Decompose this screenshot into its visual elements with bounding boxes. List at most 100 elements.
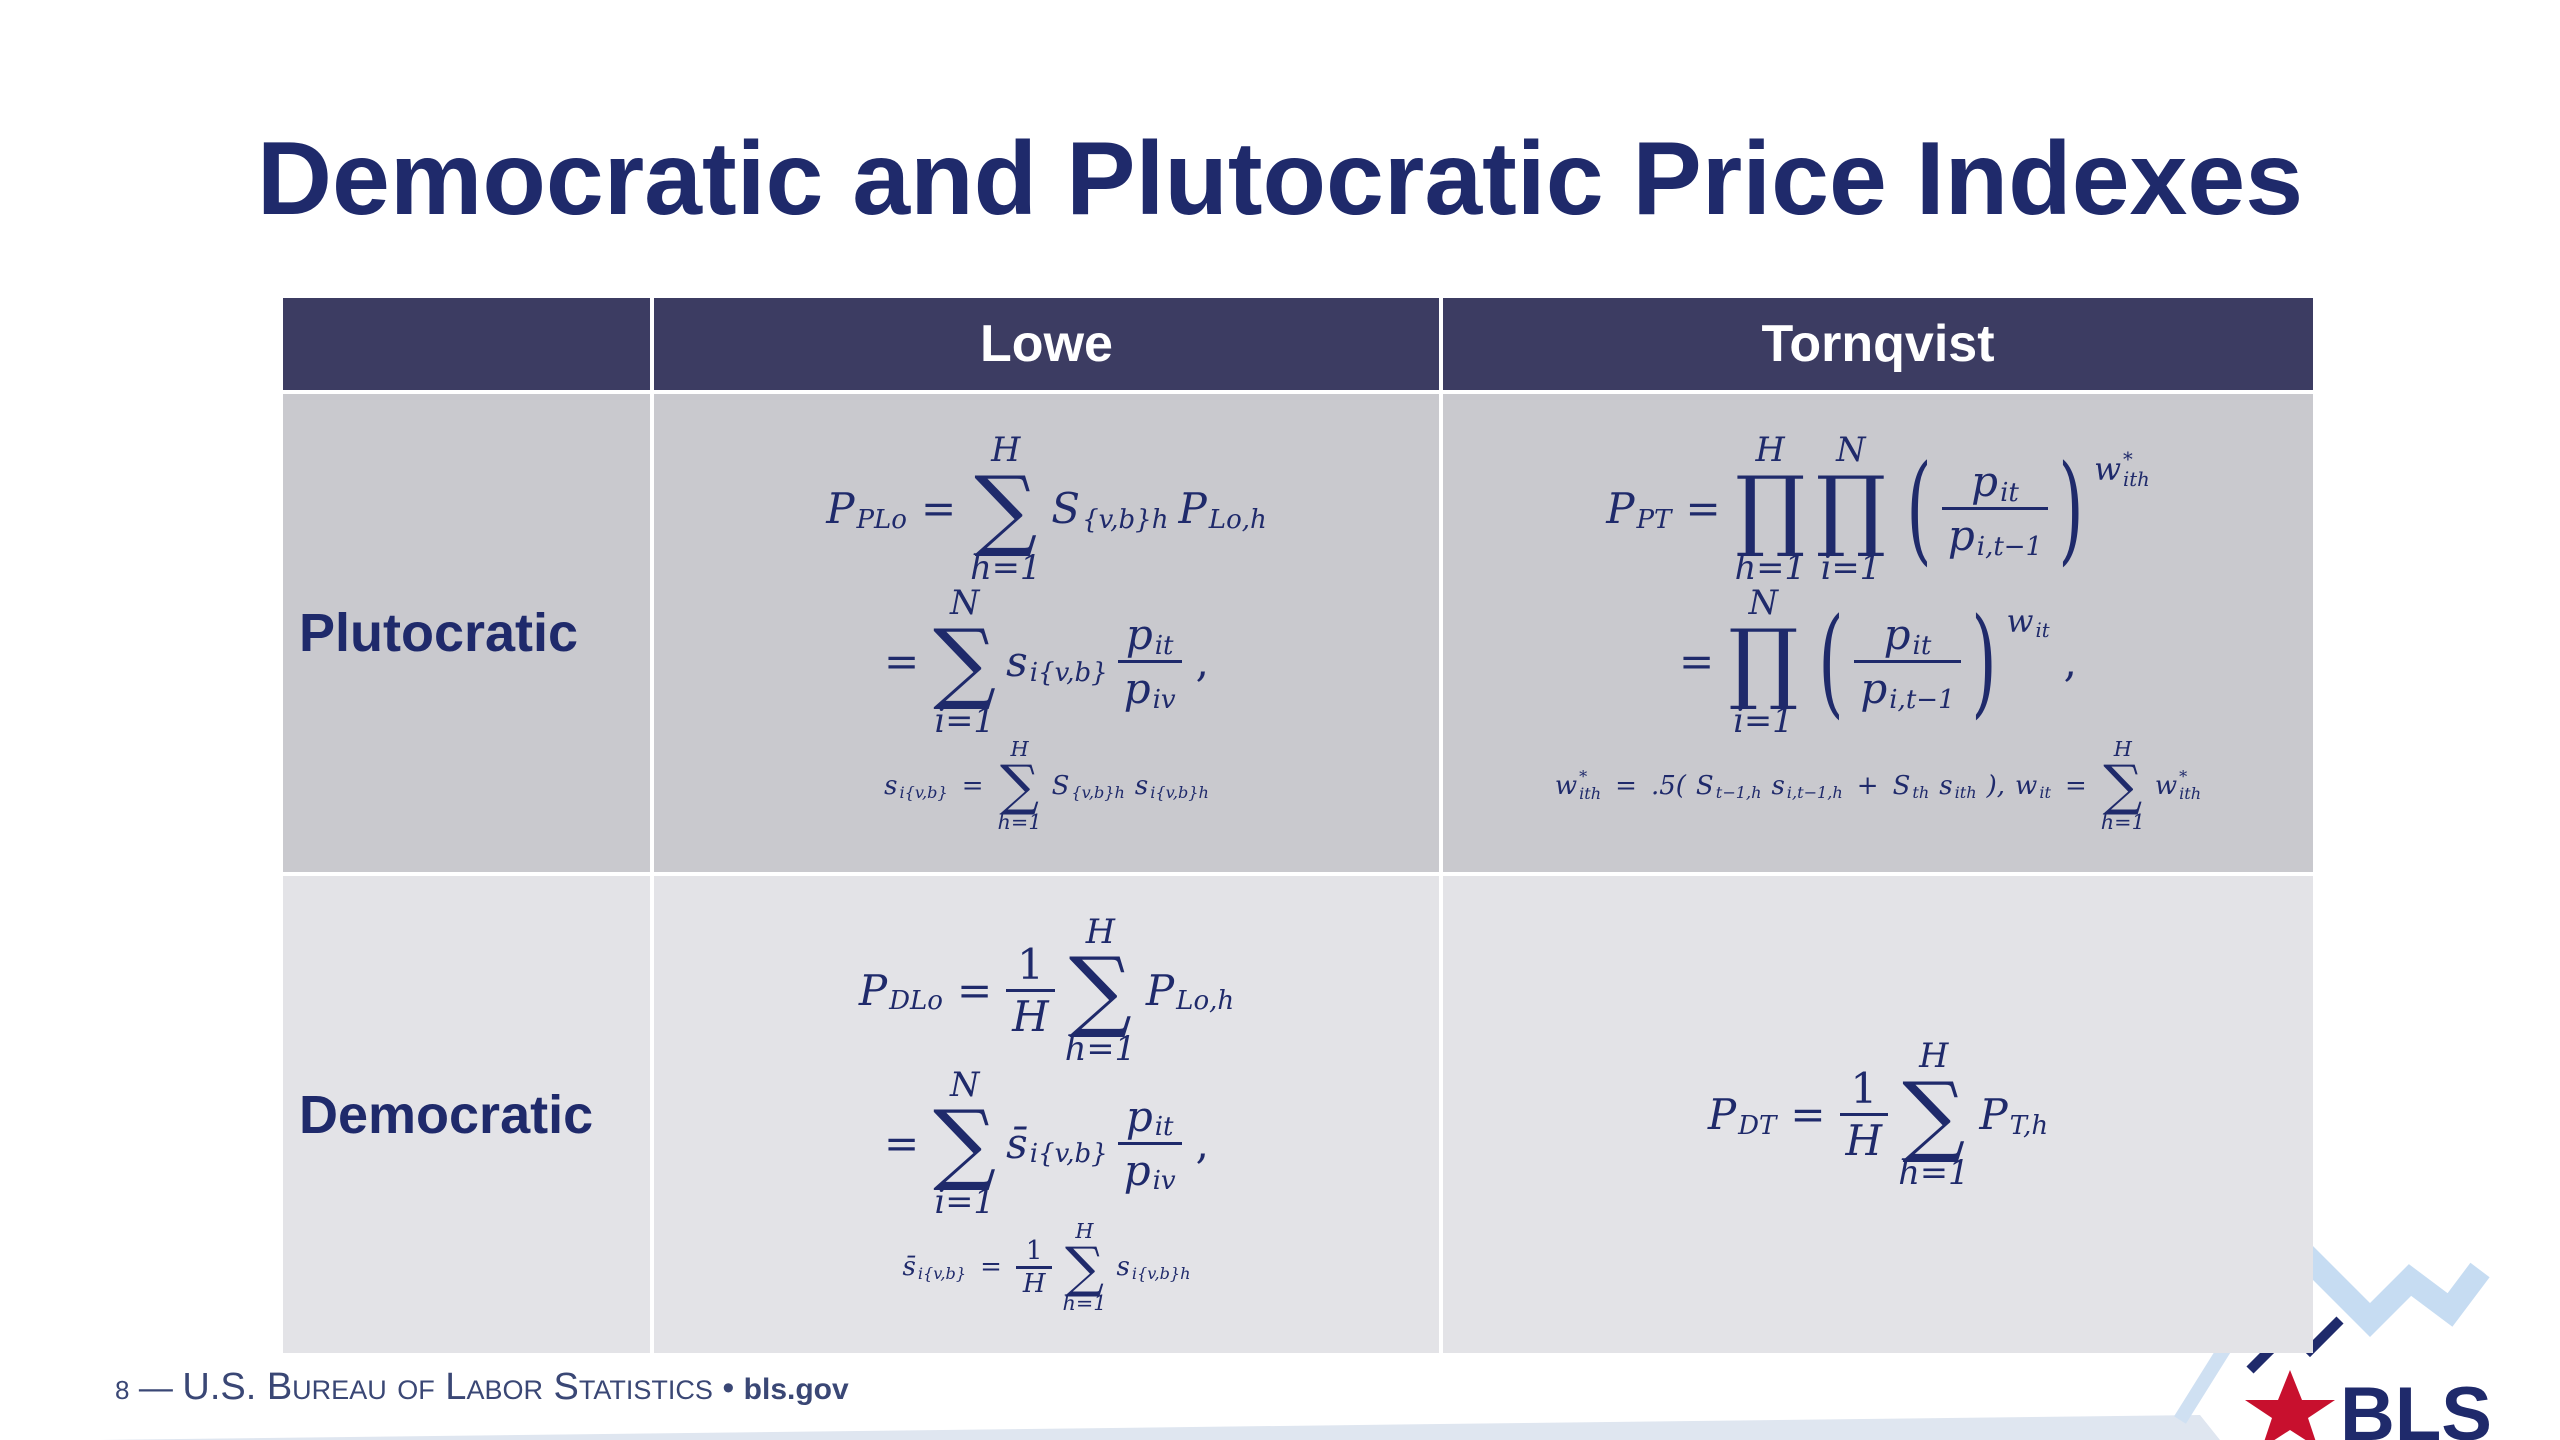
symbol-base: w (2006, 603, 2034, 640)
scripts: i{v,b} (1030, 659, 1108, 687)
subscript: ith (2179, 783, 2202, 803)
math-symbol: p it (1884, 609, 1932, 660)
formula-line: = N ∑ i=1 s̄ i{v,b} p it p iv, (880, 1068, 1213, 1219)
subscript: t−1,h (1715, 782, 1762, 802)
subscript: Lo,h (1208, 504, 1267, 535)
operator: 1 (1025, 1235, 1043, 1266)
operator: = (1615, 770, 1637, 801)
math-symbol: P PLo (826, 483, 907, 534)
symbol-base: s (884, 770, 898, 801)
symbol-base: p (1883, 610, 1911, 660)
table: Lowe Tornqvist Plutocratic P PLo = H ∑ h=1 S {v,b}… (283, 298, 2313, 1353)
operator: + (1856, 770, 1879, 801)
symbol-base: P (858, 965, 888, 1015)
footer: 8 — U.S. Bureau of Labor Statistics • bl… (115, 1366, 849, 1409)
page-number: 8 (115, 1375, 130, 1405)
big-operator: H ∑ h=1 (1062, 1220, 1107, 1316)
formula-line: s̄ i{v,b} = 1 H H ∑ h=1 s i{v,b}h (902, 1220, 1191, 1316)
symbol-base: P (1145, 965, 1175, 1015)
upper-limit: H (991, 430, 1021, 470)
lower-limit: h=1 (1062, 1291, 1107, 1316)
upper-limit: N (949, 1064, 980, 1104)
scripts: t−1,h (1715, 782, 1762, 802)
scripts: i{v,b} (917, 1264, 967, 1284)
formula-line: P PT = H ∏ h=1 N ∏ i=1(p it p i,t−1) w * ith (1606, 433, 2149, 584)
scripts: it (1155, 632, 1174, 660)
fraction-bar (1854, 660, 1961, 664)
lower-limit: h=1 (1898, 1153, 1970, 1193)
lower-limit: h=1 (1734, 547, 1806, 587)
scripts: DT (1738, 1112, 1776, 1140)
denominator: H (1840, 1116, 1889, 1165)
symbol-base: S (1051, 484, 1081, 534)
symbol-base: s (1771, 770, 1785, 801)
scripts: i{v,b}h (1150, 784, 1209, 802)
math-symbol: p it (1126, 1091, 1174, 1142)
symbol-base: S (1892, 770, 1911, 801)
parenthesized: (p it p i,t−1) w it (1808, 603, 2050, 721)
formula-line: s i{v,b} = H ∑ h=1 S {v,b}h s i{v,b}h (884, 739, 1209, 832)
lower-limit: h=1 (2100, 809, 2145, 834)
big-operator: H ∑ h=1 (998, 739, 1042, 832)
math-symbol: P Lo,h (1146, 965, 1234, 1016)
subscript: i,t−1 (1889, 684, 1955, 715)
logo-text: BLS (2340, 1372, 2492, 1440)
subscript: it (2039, 782, 2051, 802)
column-header: Tornqvist (1443, 298, 2313, 390)
numerator: p it (1120, 1091, 1180, 1142)
fraction: p it p i,t−1 (1854, 609, 1961, 715)
symbol-base: w (1554, 770, 1578, 801)
symbol-base: p (1123, 664, 1151, 714)
numerator: p it (1878, 609, 1938, 660)
math-symbol: H (1012, 992, 1049, 1041)
upper-limit: N (949, 583, 980, 623)
symbol-base: .5( (1650, 770, 1686, 801)
denominator: H (1006, 992, 1055, 1041)
symbol-base: w (2154, 770, 2178, 801)
lower-limit: i=1 (1733, 700, 1794, 740)
big-operator: N ∑ i=1 (933, 586, 996, 737)
scripts: it (1913, 632, 1932, 660)
scripts: i{v,b}h (1132, 1265, 1191, 1283)
operator: 1 (1017, 939, 1044, 989)
denominator: p i,t−1 (1942, 510, 2048, 561)
subscript: th (1912, 782, 1930, 802)
lower-limit: i=1 (934, 1182, 995, 1222)
upper-limit: H (1085, 911, 1115, 951)
exponent: w it (2007, 603, 2050, 641)
formula-line: P PLo = H ∑ h=1 S {v,b}h P Lo,h (826, 433, 1267, 584)
lower-limit: h=1 (1064, 1029, 1136, 1069)
scripts: {v,b}h (1082, 506, 1168, 534)
symbol-base: p (1971, 457, 1999, 507)
subscript: i{v,b} (899, 782, 948, 802)
math-symbol: w it (2007, 603, 2050, 641)
big-operator: H ∑ h=1 (1065, 915, 1136, 1066)
math-symbol: s i{v,b}h (1135, 770, 1209, 801)
operator: = (1790, 1090, 1826, 1139)
subscript: i{v,b} (917, 1264, 967, 1284)
math-symbol: p i,t−1 (1948, 510, 2042, 561)
numerator: p it (1120, 609, 1180, 660)
operator-symbol: ∑ (1902, 1062, 1966, 1166)
upper-limit: N (1836, 430, 1866, 470)
subscript: Lo,h (1176, 986, 1235, 1017)
fraction-bar (1015, 1265, 1053, 1269)
formula-cell: P DT = 1 H H ∑ h=1 P T,h (1443, 876, 2313, 1353)
math-symbol: S {v,b}h (1051, 483, 1168, 534)
subscript: PLo (856, 504, 907, 535)
math-symbol: H (1846, 1116, 1883, 1165)
math-symbol: p iv (1124, 1145, 1176, 1196)
operator-symbol: ∑ (2103, 753, 2143, 818)
bottom-band (100, 1415, 2220, 1440)
subscript: it (1154, 1112, 1174, 1143)
subscript: it (2000, 477, 2019, 508)
fraction: p it p iv (1117, 609, 1182, 714)
organization: U.S. Bureau of Labor Statistics (182, 1366, 713, 1408)
scripts: it (2000, 477, 2019, 508)
denominator: H (1017, 1269, 1052, 1299)
math-symbol: p it (1126, 609, 1174, 660)
